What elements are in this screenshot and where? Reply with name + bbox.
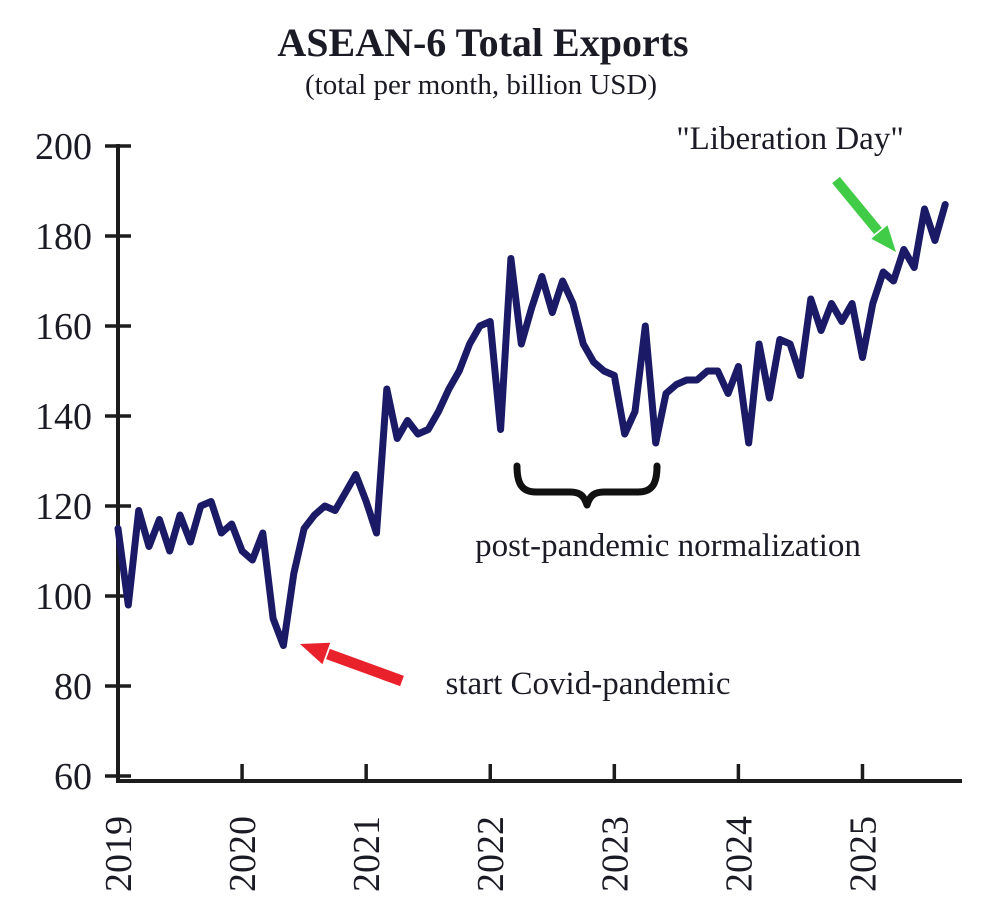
x-tick-label: 2023: [594, 816, 636, 892]
liberation-day-label: "Liberation Day": [676, 121, 904, 157]
x-tick-label: 2019: [98, 816, 140, 892]
red-arrow: [300, 642, 404, 687]
y-tick-label: 200: [35, 126, 92, 168]
green-arrow: [832, 176, 896, 252]
x-tick-label: 2021: [346, 816, 388, 892]
y-tick-label: 120: [35, 486, 92, 528]
y-tick-label: 160: [35, 306, 92, 348]
y-tick-label: 100: [35, 576, 92, 618]
y-tick-label: 80: [54, 666, 92, 708]
y-axis: 60 80 100 120 140 160 180 200: [35, 126, 131, 798]
y-tick-label: 180: [35, 216, 92, 258]
y-tick-label: 140: [35, 396, 92, 438]
chart-title: ASEAN-6 Total Exports: [277, 20, 688, 65]
chart-subtitle: (total per month, billion USD): [305, 69, 657, 101]
covid-label: start Covid-pandemic: [445, 666, 730, 702]
x-tick-label: 2024: [718, 816, 760, 892]
brace: [513, 462, 661, 509]
x-tick-label: 2025: [842, 816, 884, 892]
x-tick-label: 2020: [222, 816, 264, 892]
x-tick-label: 2022: [470, 816, 512, 892]
normalization-label: post-pandemic normalization: [475, 528, 861, 564]
y-tick-label: 60: [54, 756, 92, 798]
x-axis: 2019 2020 2021 2022 2023 2024 2025: [98, 764, 884, 892]
exports-line: [114, 201, 949, 649]
